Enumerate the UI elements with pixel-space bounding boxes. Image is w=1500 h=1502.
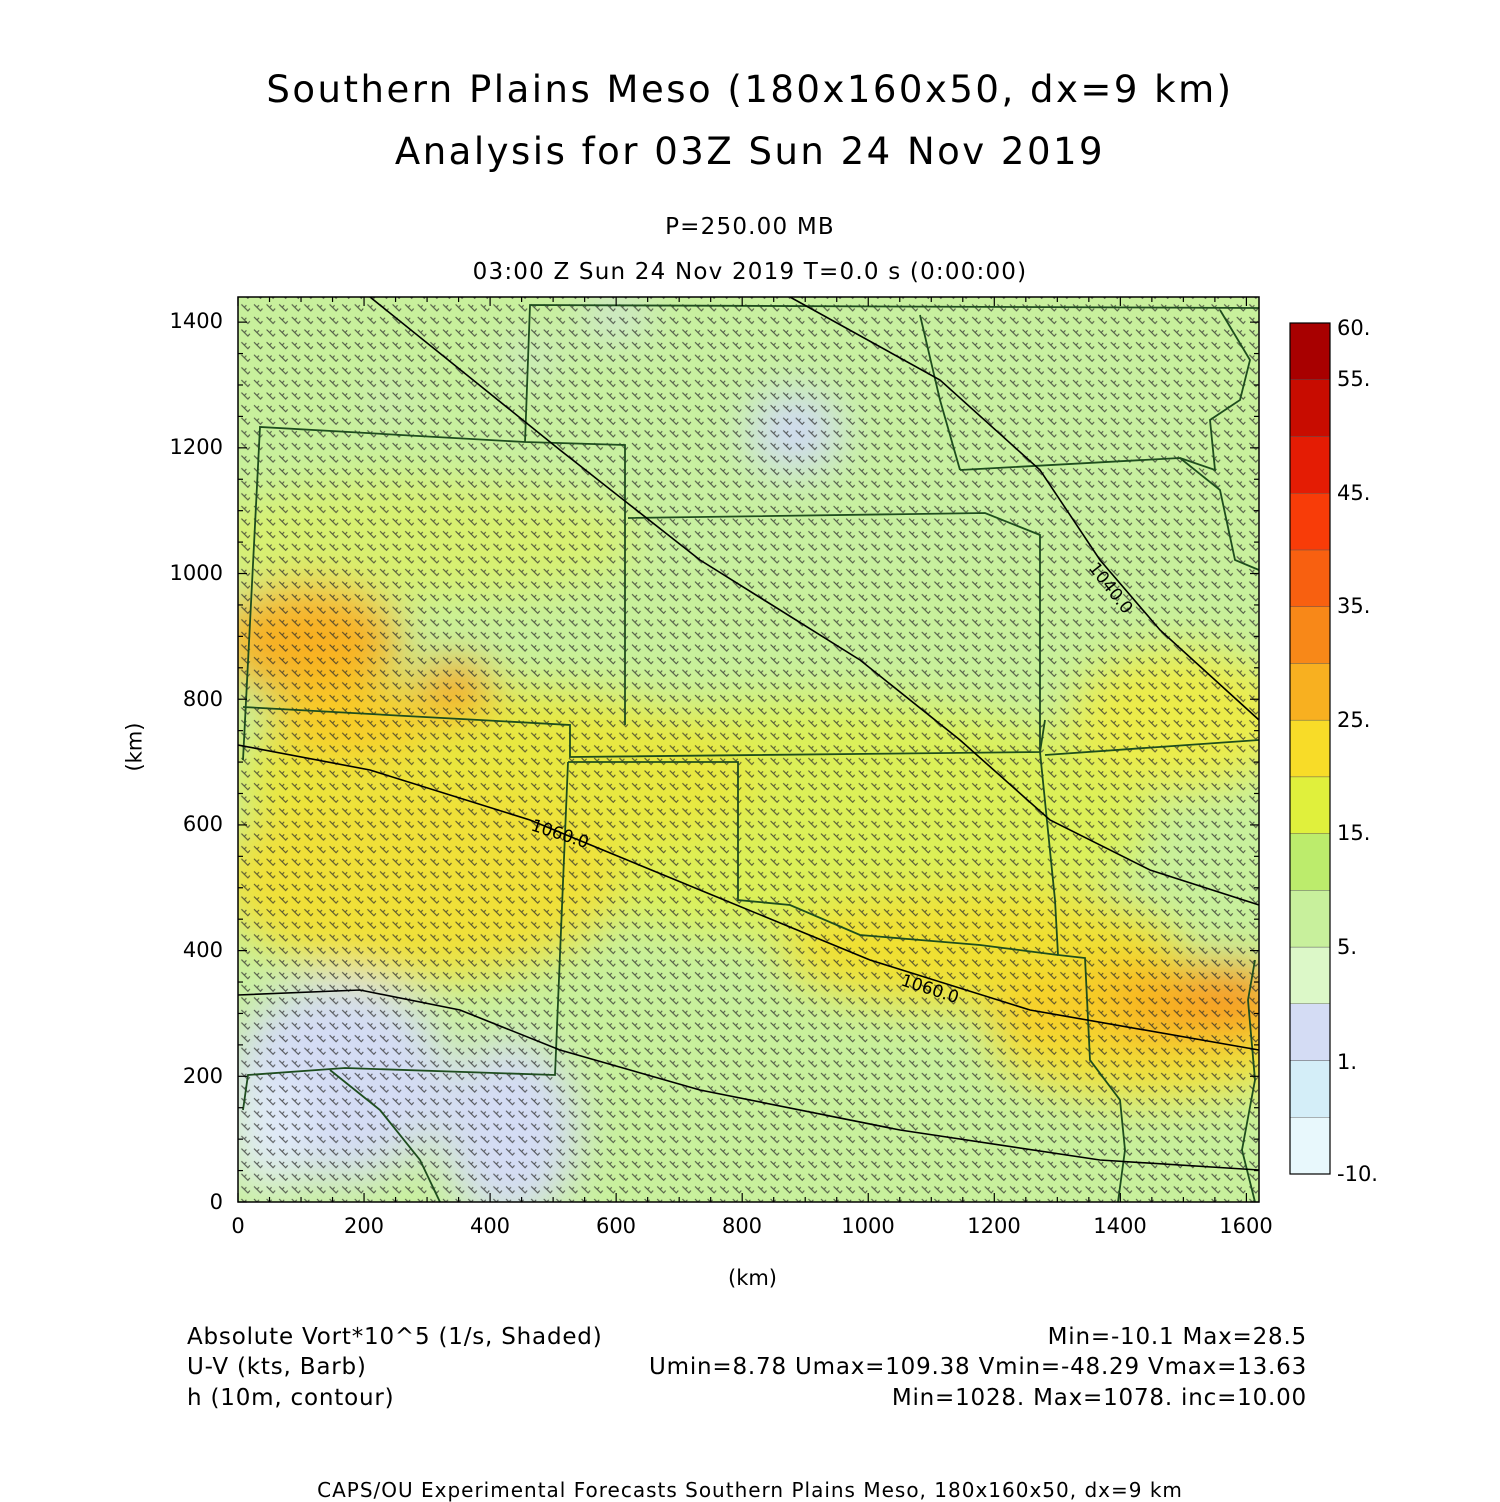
- y-tick-label: 1000: [169, 561, 223, 585]
- y-tick-label: 800: [182, 687, 223, 711]
- footer-credit: CAPS/OU Experimental Forecasts Southern …: [317, 1478, 1183, 1502]
- x-tick-label: 1400: [1093, 1214, 1147, 1238]
- y-tick-label: 1400: [169, 309, 223, 333]
- colorbar-segment: [1289, 379, 1331, 437]
- colorbar-segment: [1289, 436, 1331, 494]
- valid-time: 03:00 Z Sun 24 Nov 2019 T=0.0 s (0:00:00…: [472, 259, 1028, 285]
- field3-name: h (10m, contour): [187, 1385, 395, 1411]
- axis-ticks: [237, 297, 1259, 1203]
- y-tick-label: 400: [182, 938, 223, 962]
- colorbar: [1289, 322, 1331, 1175]
- y-tick-label: 200: [182, 1064, 223, 1088]
- field2-name: U-V (kts, Barb): [187, 1354, 367, 1380]
- colorbar-segment: [1289, 1060, 1331, 1118]
- colorbar-segment: [1289, 1117, 1331, 1175]
- y-axis-label: (km): [122, 722, 147, 772]
- y-tick-label: 600: [182, 812, 223, 836]
- colorbar-label: 1.: [1337, 1050, 1358, 1074]
- plot-frame: [237, 296, 1260, 1203]
- height-contours: [238, 297, 1259, 1171]
- colorbar-label: 15.: [1337, 821, 1371, 845]
- x-tick-label: 1000: [841, 1214, 895, 1238]
- colorbar-segment: [1289, 493, 1331, 551]
- x-tick-label: 1200: [967, 1214, 1021, 1238]
- colorbar-segment: [1289, 549, 1331, 607]
- title-line-2: Analysis for 03Z Sun 24 Nov 2019: [394, 130, 1106, 173]
- x-tick-label: 400: [469, 1214, 511, 1238]
- y-tick-label: 0: [209, 1190, 223, 1214]
- field1-stats: Min=-10.1 Max=28.5: [1047, 1324, 1307, 1350]
- x-tick-label: 200: [343, 1214, 385, 1238]
- y-tick-label: 1200: [169, 435, 223, 459]
- colorbar-label: 45.: [1337, 481, 1371, 505]
- x-tick-label: 800: [721, 1214, 763, 1238]
- colorbar-segment: [1289, 776, 1331, 834]
- pressure-level: P=250.00 MB: [665, 214, 835, 240]
- field2-stats: Umin=8.78 Umax=109.38 Vmin=-48.29 Vmax=1…: [649, 1354, 1307, 1380]
- field3-stats: Min=1028. Max=1078. inc=10.00: [891, 1385, 1307, 1411]
- colorbar-segment: [1289, 719, 1331, 778]
- title-line-1: Southern Plains Meso (180x160x50, dx=9 k…: [266, 68, 1234, 111]
- colorbar-label: -10.: [1337, 1162, 1378, 1186]
- colorbar-segment: [1289, 606, 1331, 664]
- colorbar-segment: [1289, 1003, 1331, 1061]
- field1-name: Absolute Vort*10^5 (1/s, Shaded): [187, 1324, 603, 1350]
- colorbar-label: 55.: [1337, 367, 1371, 391]
- colorbar-segment: [1289, 833, 1331, 891]
- x-tick-label: 600: [595, 1214, 637, 1238]
- x-axis-label: (km): [728, 1266, 778, 1290]
- colorbar-label: 5.: [1337, 935, 1358, 959]
- colorbar-frame: [1289, 322, 1331, 1175]
- colorbar-segment: [1289, 663, 1331, 721]
- colorbar-segment: [1289, 890, 1331, 948]
- colorbar-segment: [1289, 946, 1331, 1004]
- colorbar-label: 35.: [1337, 594, 1371, 618]
- colorbar-segment: [1289, 322, 1331, 380]
- x-tick-label: 1600: [1219, 1214, 1273, 1238]
- x-tick-label: 0: [231, 1214, 245, 1238]
- colorbar-label: 60.: [1337, 316, 1371, 340]
- state-boundaries: [242, 304, 1259, 1202]
- colorbar-label: 25.: [1337, 708, 1371, 732]
- vorticity-field: [238, 297, 1259, 1202]
